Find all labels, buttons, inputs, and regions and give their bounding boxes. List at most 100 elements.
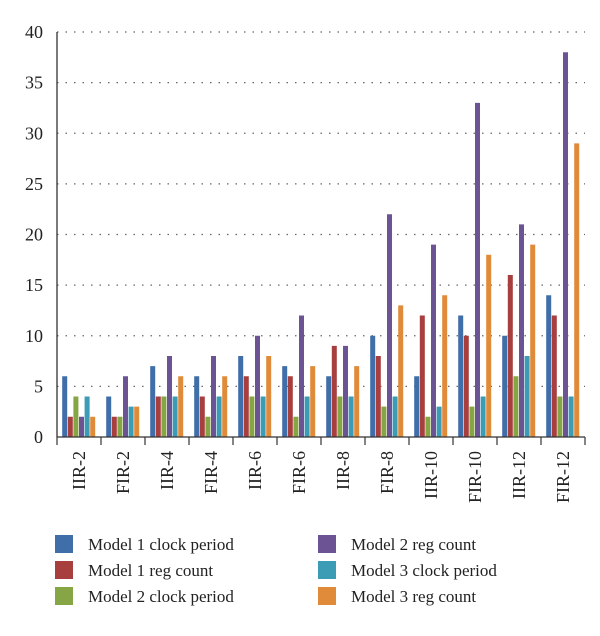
bar-iir-12-series-5 [524, 356, 530, 437]
x-tick-label: IIR-8 [333, 451, 353, 490]
bar-fir-12-series-2 [551, 315, 557, 437]
y-tick-label: 20 [25, 225, 43, 245]
legend-label: Model 1 clock period [88, 535, 234, 554]
legend-label: Model 2 reg count [351, 535, 476, 554]
bar-iir-2-series-6 [90, 416, 96, 437]
bar-iir-10-series-2 [419, 315, 425, 437]
bar-iir-6-series-1 [238, 356, 244, 437]
y-tick-label: 30 [25, 123, 43, 143]
bar-iir-8-series-1 [326, 376, 332, 437]
y-tick-label: 35 [25, 73, 43, 93]
legend-swatch [318, 561, 336, 579]
bar-iir-8-series-3 [337, 396, 343, 437]
bar-iir-6-series-2 [243, 376, 249, 437]
bar-fir-8-series-5 [392, 396, 398, 437]
bar-iir-12-series-4 [519, 224, 524, 437]
bar-iir-8-series-5 [348, 396, 354, 437]
bar-fir-4-series-4 [211, 356, 216, 437]
bar-iir-2-series-3 [73, 396, 79, 437]
axes [56, 32, 586, 445]
bar-fir-10-series-6 [486, 254, 492, 437]
bar-iir-6-series-5 [260, 396, 266, 437]
bar-iir-12-series-2 [507, 275, 513, 437]
x-tick-label: IIR-12 [509, 451, 529, 499]
bar-iir-10-series-4 [431, 244, 436, 437]
bar-fir-12-series-5 [568, 396, 574, 437]
x-tick-label: IIR-4 [157, 451, 177, 490]
bar-fir-2-series-2 [111, 416, 117, 437]
x-tick-label: IIR-6 [245, 451, 265, 490]
x-tick-label: FIR-2 [113, 451, 133, 494]
bar-iir-4-series-6 [178, 376, 184, 437]
bar-fir-2-series-1 [106, 396, 112, 437]
x-tick-label: FIR-10 [465, 451, 485, 503]
bar-fir-4-series-3 [205, 416, 211, 437]
bar-iir-4-series-4 [167, 356, 172, 437]
bar-fir-2-series-4 [123, 376, 128, 437]
bar-fir-6-series-4 [299, 315, 304, 437]
legend-swatch [55, 535, 73, 553]
x-tick-label: FIR-4 [201, 451, 221, 494]
bar-iir-4-series-2 [155, 396, 161, 437]
bar-iir-12-series-6 [530, 244, 536, 437]
bar-iir-8-series-4 [343, 345, 348, 437]
bar-fir-8-series-2 [375, 356, 381, 437]
bar-fir-2-series-5 [128, 406, 134, 437]
bar-fir-4-series-1 [194, 376, 200, 437]
bar-iir-10-series-1 [414, 376, 420, 437]
bar-fir-2-series-3 [117, 416, 123, 437]
bar-fir-6-series-6 [310, 366, 316, 437]
legend-item: Model 3 reg count [318, 587, 476, 606]
bar-fir-10-series-1 [458, 315, 464, 437]
bar-iir-8-series-2 [331, 345, 337, 437]
y-tick-label: 0 [34, 427, 43, 447]
bars [62, 52, 580, 437]
legend-swatch [55, 561, 73, 579]
y-tick-labels: 0 5 10 15 20 25 30 35 40 [25, 22, 43, 447]
x-tick-label: IIR-10 [421, 451, 441, 499]
bar-iir-10-series-3 [425, 416, 431, 437]
bar-fir-12-series-1 [546, 295, 552, 437]
legend-swatch [318, 587, 336, 605]
bar-fir-8-series-3 [381, 406, 387, 437]
bar-fir-4-series-2 [199, 396, 205, 437]
bar-fir-8-series-4 [387, 214, 392, 437]
legend-label: Model 3 reg count [351, 587, 476, 606]
bar-fir-6-series-2 [287, 376, 293, 437]
legend-label: Model 2 clock period [88, 587, 234, 606]
bar-iir-6-series-6 [266, 356, 272, 437]
legend-item: Model 2 reg count [318, 535, 476, 554]
bar-iir-2-series-4 [79, 416, 84, 437]
bar-fir-6-series-5 [304, 396, 310, 437]
bar-iir-4-series-5 [172, 396, 178, 437]
bar-fir-8-series-6 [398, 305, 404, 437]
x-tick-label: FIR-6 [289, 451, 309, 494]
bar-fir-6-series-3 [293, 416, 299, 437]
bar-fir-10-series-3 [469, 406, 475, 437]
legend-item: Model 3 clock period [318, 561, 497, 580]
legend-item: Model 1 clock period [55, 535, 234, 554]
legend-label: Model 3 clock period [351, 561, 497, 580]
bar-fir-12-series-3 [557, 396, 563, 437]
y-tick-label: 5 [34, 376, 43, 396]
x-tick-label: FIR-12 [553, 451, 573, 503]
bar-fir-10-series-4 [475, 102, 480, 437]
bar-iir-4-series-1 [150, 366, 156, 437]
bar-fir-4-series-5 [216, 396, 222, 437]
legend-item: Model 1 reg count [55, 561, 213, 580]
bar-fir-10-series-5 [480, 396, 486, 437]
bar-iir-2-series-2 [67, 416, 73, 437]
bar-iir-12-series-3 [513, 376, 519, 437]
bar-fir-10-series-2 [463, 335, 469, 437]
bar-iir-8-series-6 [354, 366, 360, 437]
bar-iir-12-series-1 [502, 335, 508, 437]
bar-iir-4-series-3 [161, 396, 167, 437]
bar-fir-8-series-1 [370, 335, 376, 437]
bar-fir-4-series-6 [222, 376, 228, 437]
bar-iir-10-series-6 [442, 295, 448, 437]
bar-iir-2-series-1 [62, 376, 68, 437]
bar-fir-12-series-4 [563, 52, 568, 437]
legend: Model 1 clock period Model 1 reg count Mod… [55, 535, 497, 606]
bar-iir-6-series-4 [255, 335, 260, 437]
